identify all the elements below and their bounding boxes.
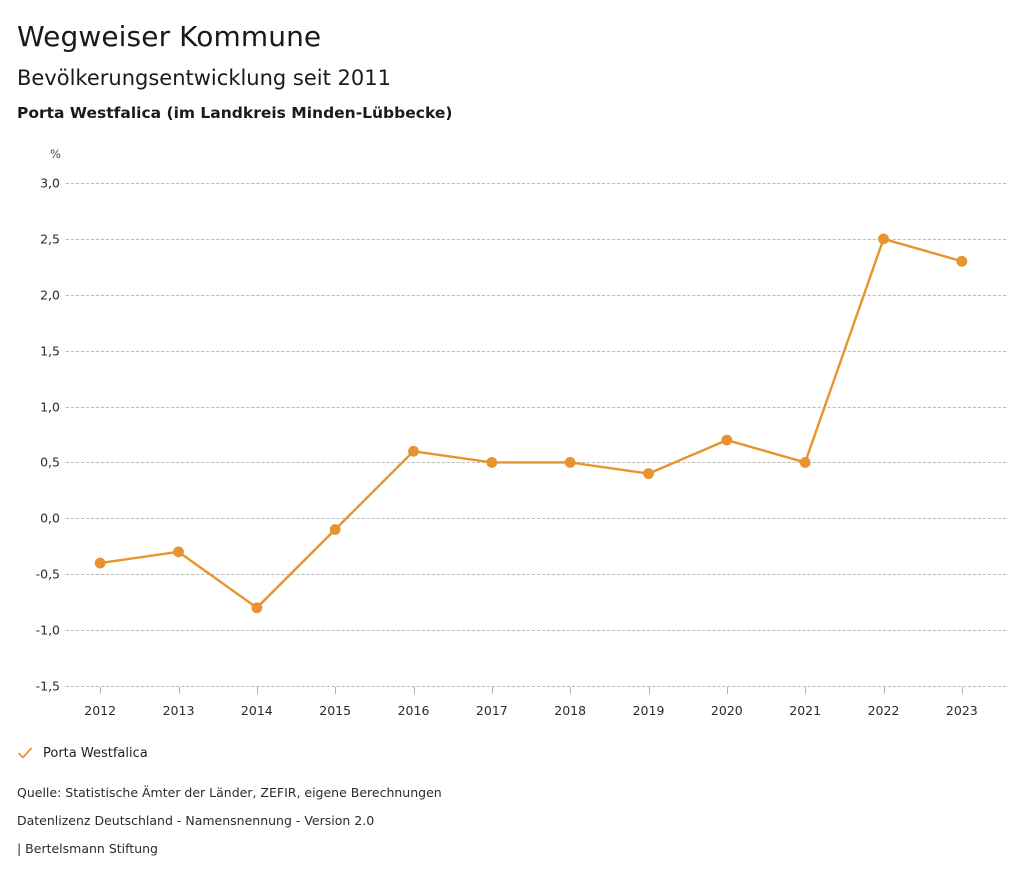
line-chart: % 3,0 2,5 2,0 1,5 1,0 0,5 0,0 -0,5 -1,0 -1,5 2012… [35,147,1006,718]
y-axis-tick-label: 0,5 [40,454,60,470]
x-axis-tick-mark [883,687,885,694]
grid-line [66,406,1006,408]
x-axis-tick-mark [648,687,650,694]
y-axis-tick-label: 2,0 [40,287,60,303]
grid-line [66,350,1006,352]
data-point-marker[interactable] [251,602,263,614]
x-axis-tick-mark [100,687,102,694]
x-axis-tick-mark [805,687,807,694]
x-axis-tick-mark [491,687,493,694]
y-axis-tick-label: -0,5 [35,566,60,582]
x-axis-tick-mark [570,687,572,694]
x-axis-tick-label: 2017 [475,703,508,718]
data-point-marker[interactable] [721,434,733,446]
data-point-marker[interactable] [408,445,419,457]
y-axis-tick-label: 0,0 [40,510,60,526]
x-axis-tick-label: 2018 [554,703,587,718]
grid-line [66,294,1006,296]
x-axis-tick-label: 2013 [162,703,195,718]
series-plot [94,233,968,614]
x-axis-tick-label: 2022 [867,703,900,718]
y-axis-tick-label: 1,5 [40,343,60,359]
x-axis-tick-label: 2019 [632,703,665,718]
x-axis-tick-label: 2016 [397,703,430,718]
data-point-marker[interactable] [956,255,968,267]
x-axis-tick-label: 2015 [319,703,352,718]
check-icon [18,747,32,759]
data-point-marker[interactable] [94,557,106,569]
x-axis-tick-mark [335,687,337,694]
data-point-marker[interactable] [878,233,889,245]
grid-line [66,183,1006,184]
series-line [98,237,964,609]
data-point-marker[interactable] [486,457,498,468]
footer: Quelle: Statistische Ämter der Länder, Z… [17,785,442,856]
region-label: Porta Westfalica (im Landkreis Minden-Lü… [17,104,453,122]
y-axis-tick-label: -1,5 [35,678,60,694]
x-axis-tick-mark [178,687,180,694]
x-axis-tick-mark [726,687,728,694]
legend-label: Porta Westfalica [43,745,148,761]
y-axis-tick-label: 3,0 [40,175,60,191]
x-axis-tick-mark [961,687,963,694]
legend-item-porta-westfalica[interactable]: Porta Westfalica [17,745,148,761]
data-point-marker[interactable] [564,457,576,468]
x-axis-tick-label: 2012 [84,703,117,718]
y-axis-tick-label: 2,5 [40,231,60,247]
x-axis-tick-label: 2014 [240,703,273,718]
data-point-marker[interactable] [643,468,654,480]
footer-publisher: | Bertelsmann Stiftung [17,841,158,856]
data-point-marker[interactable] [799,457,811,468]
y-axis-tick-label: 1,0 [40,399,60,415]
x-axis-tick-mark [256,687,258,694]
grid-line [66,574,1006,576]
footer-license: Datenlizenz Deutschland - Namensnennung … [17,813,375,828]
grid-line [66,630,1006,632]
page-subtitle: Bevölkerungsentwicklung seit 2011 [17,66,391,90]
data-point-marker[interactable] [173,546,184,558]
grid-line [66,518,1006,520]
x-axis-tick-label: 2020 [710,703,743,718]
x-axis-tick-label: 2021 [789,703,822,718]
x-axis-tick-label: 2023 [945,703,978,718]
x-axis-tick-mark [413,687,415,694]
y-axis-tick-label: -1,0 [35,622,60,638]
y-axis-unit-label: % [50,147,61,161]
data-point-marker[interactable] [329,524,341,535]
grid-line [66,238,1006,240]
footer-source: Quelle: Statistische Ämter der Länder, Z… [17,785,442,800]
grid-line [66,686,1006,687]
page-title: Wegweiser Kommune [17,20,322,53]
